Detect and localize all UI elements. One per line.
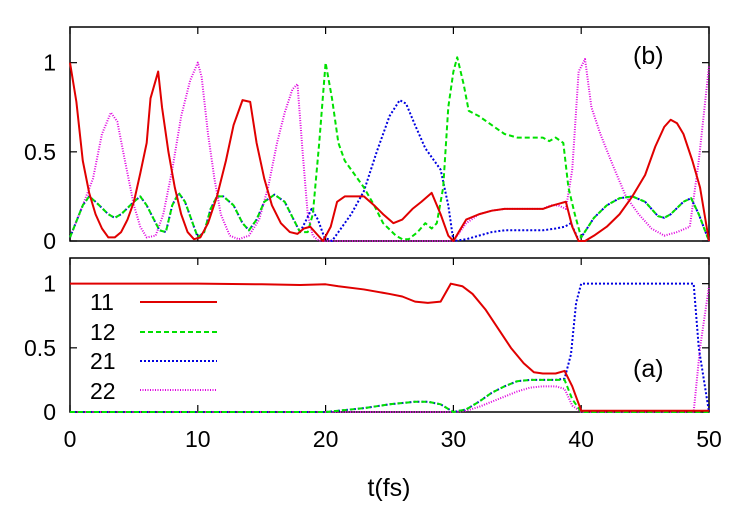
legend-entry-21: 21 xyxy=(90,348,217,374)
legend-label-21: 21 xyxy=(90,348,116,374)
legend-entry-12: 12 xyxy=(90,319,217,345)
x-axis-title: t(fs) xyxy=(367,474,410,502)
panel-b-series-22-line xyxy=(69,58,710,242)
panel-b-label: (b) xyxy=(633,42,664,70)
panel-a: 00.51 (a) xyxy=(24,257,710,425)
panel-b-y-tick-label-0: 0 xyxy=(43,228,56,254)
panel-b-y-tick-labels: 00.51 xyxy=(24,50,56,254)
legend: 11 12 21 22 xyxy=(90,289,217,404)
panel-a-series-22-line xyxy=(70,286,710,413)
x-tick-label-1: 10 xyxy=(185,426,211,452)
legend-entry-22: 22 xyxy=(90,378,217,404)
panel-a-series xyxy=(70,282,710,413)
x-tick-label-4: 40 xyxy=(568,426,594,452)
x-tick-label-2: 20 xyxy=(313,426,339,452)
panel-b-series-12-line xyxy=(69,56,710,242)
x-tick-label-0: 0 xyxy=(64,426,77,452)
panel-b-series-11-line xyxy=(69,62,710,242)
panel-a-label: (a) xyxy=(633,355,664,383)
legend-label-12: 12 xyxy=(90,319,116,345)
x-tick-label-3: 30 xyxy=(441,426,467,452)
panel-b-y-tick-label-1: 0.5 xyxy=(24,139,56,165)
panel-a-series-21-line xyxy=(70,282,710,413)
panel-b: 00.51 (b) xyxy=(24,26,710,254)
panel-b-y-tick-label-2: 1 xyxy=(43,50,56,76)
x-tick-labels: 0 10 20 30 40 50 xyxy=(64,426,722,452)
panel-a-ticks xyxy=(69,258,710,413)
panel-a-series-11-line xyxy=(70,282,709,412)
legend-entry-11: 11 xyxy=(90,289,217,315)
panel-a-y-tick-label-2: 1 xyxy=(43,271,56,297)
panel-a-y-tick-label-1: 0.5 xyxy=(24,335,56,361)
legend-label-22: 22 xyxy=(90,378,116,404)
panel-b-series xyxy=(69,56,710,242)
legend-label-11: 11 xyxy=(90,289,114,315)
panel-a-y-tick-label-0: 0 xyxy=(43,399,56,425)
panel-a-series-12-line xyxy=(70,378,709,413)
x-tick-label-5: 50 xyxy=(696,426,722,452)
panel-a-frame xyxy=(69,257,710,413)
panel-a-y-tick-labels: 00.51 xyxy=(24,271,56,425)
